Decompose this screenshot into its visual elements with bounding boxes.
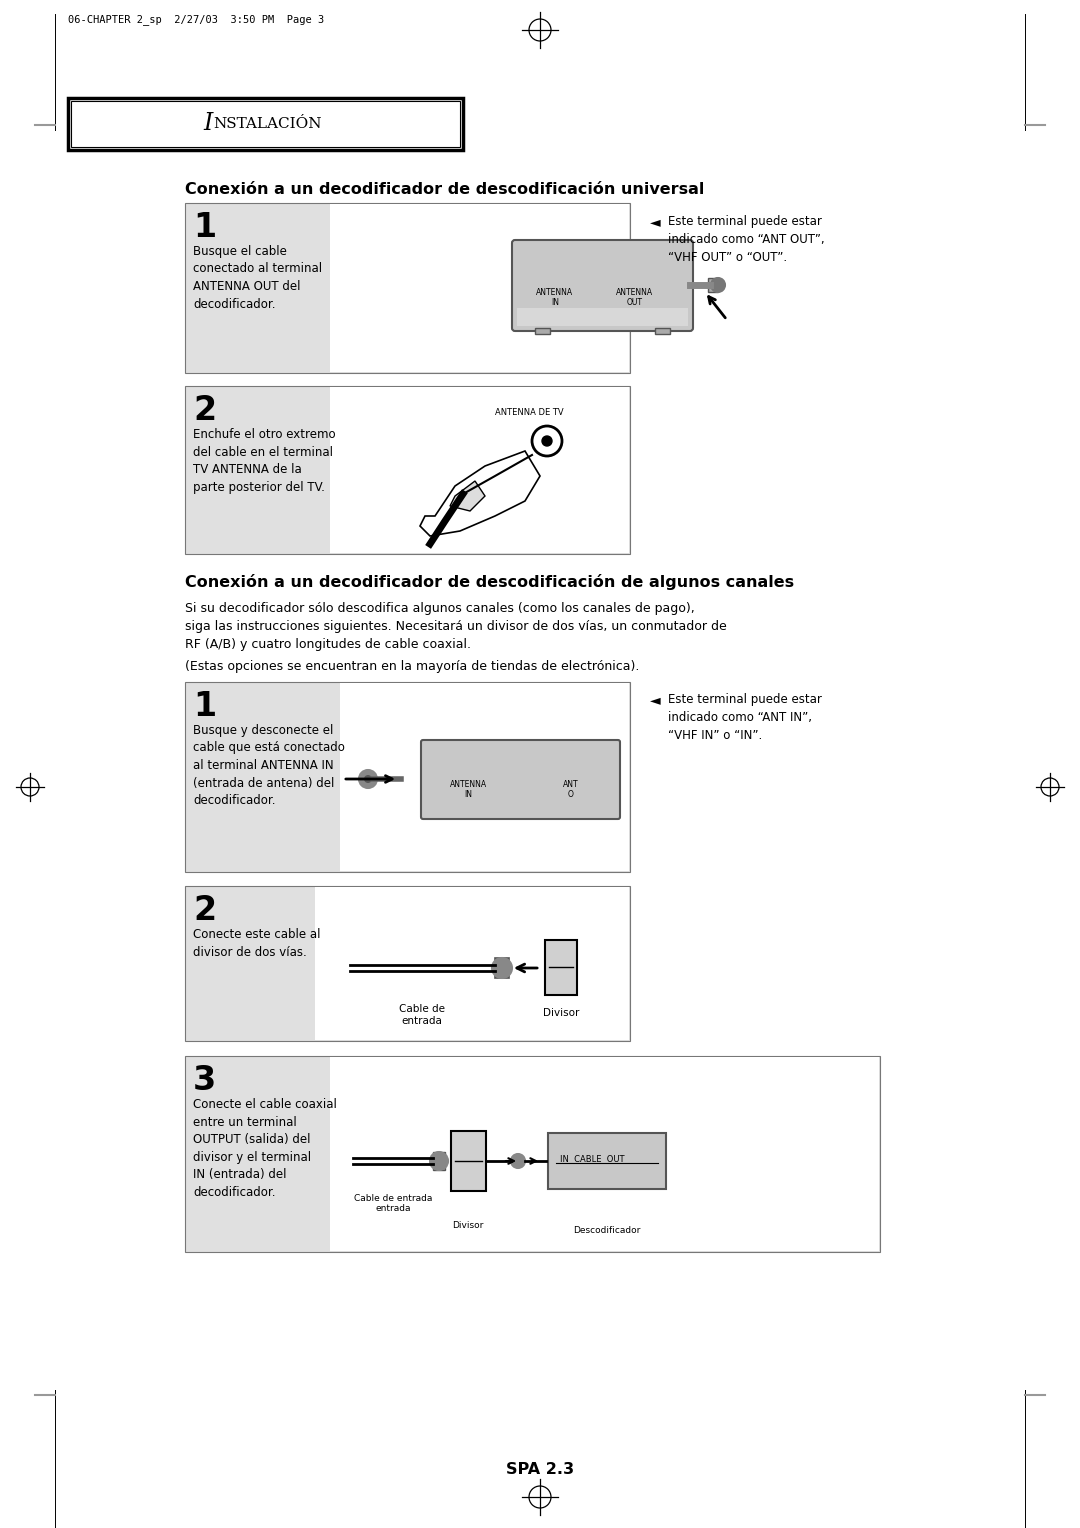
Text: (Estas opciones se encuentran en la mayoría de tiendas de electrónica).: (Estas opciones se encuentran en la mayo…	[185, 660, 639, 672]
FancyBboxPatch shape	[548, 1132, 666, 1189]
Text: Este terminal puede estar
indicado como “ANT IN”,
“VHF IN” o “IN”.: Este terminal puede estar indicado como …	[669, 694, 822, 743]
FancyBboxPatch shape	[185, 886, 630, 1041]
Text: 1: 1	[193, 691, 216, 723]
Text: Divisor: Divisor	[543, 1008, 579, 1018]
FancyBboxPatch shape	[185, 387, 630, 555]
FancyBboxPatch shape	[330, 1057, 879, 1251]
Text: Este terminal puede estar
indicado como “ANT OUT”,
“VHF OUT” o “OUT”.: Este terminal puede estar indicado como …	[669, 215, 825, 264]
FancyBboxPatch shape	[185, 203, 630, 373]
Text: Divisor: Divisor	[453, 1221, 484, 1230]
Polygon shape	[450, 481, 485, 510]
Text: Busque el cable
conectado al terminal
ANTENNA OUT del
decodificador.: Busque el cable conectado al terminal AN…	[193, 244, 322, 310]
FancyBboxPatch shape	[535, 329, 550, 335]
Circle shape	[364, 775, 372, 782]
Circle shape	[430, 1152, 448, 1170]
Text: ANTENNA DE TV: ANTENNA DE TV	[495, 408, 564, 417]
Text: Cable de entrada
entrada: Cable de entrada entrada	[354, 1193, 432, 1213]
FancyBboxPatch shape	[68, 98, 463, 150]
Polygon shape	[420, 451, 540, 536]
Text: Descodificador: Descodificador	[573, 1225, 640, 1235]
FancyBboxPatch shape	[495, 958, 509, 978]
FancyBboxPatch shape	[330, 205, 629, 371]
Circle shape	[492, 958, 512, 978]
Text: 2: 2	[193, 394, 216, 426]
Circle shape	[511, 1154, 525, 1167]
FancyBboxPatch shape	[433, 1152, 445, 1170]
Text: RF (A/B) y cuatro longitudes de cable coaxial.: RF (A/B) y cuatro longitudes de cable co…	[185, 639, 471, 651]
Text: siga las instrucciones siguientes. Necesitará un divisor de dos vías, un conmuta: siga las instrucciones siguientes. Neces…	[185, 620, 727, 633]
FancyBboxPatch shape	[71, 101, 460, 147]
FancyBboxPatch shape	[421, 740, 620, 819]
FancyBboxPatch shape	[185, 681, 630, 872]
FancyBboxPatch shape	[545, 940, 577, 995]
Text: ANTENNA
IN: ANTENNA IN	[449, 779, 487, 799]
FancyBboxPatch shape	[654, 329, 670, 335]
Circle shape	[711, 278, 725, 292]
Text: ◄: ◄	[650, 215, 661, 229]
Text: Conecte este cable al
divisor de dos vías.: Conecte este cable al divisor de dos vía…	[193, 927, 321, 958]
Circle shape	[359, 770, 377, 788]
Text: Cable de
entrada: Cable de entrada	[399, 1004, 445, 1027]
Text: 2: 2	[193, 894, 216, 927]
FancyBboxPatch shape	[185, 1056, 880, 1251]
Text: I: I	[204, 113, 213, 136]
Text: Enchufe el otro extremo
del cable en el terminal
TV ANTENNA de la
parte posterio: Enchufe el otro extremo del cable en el …	[193, 428, 336, 494]
Text: Busque y desconecte el
cable que está conectado
al terminal ANTENNA IN
(entrada : Busque y desconecte el cable que está co…	[193, 724, 345, 807]
Text: Conexión a un decodificador de descodificación de algunos canales: Conexión a un decodificador de descodifi…	[185, 575, 794, 590]
FancyBboxPatch shape	[517, 309, 688, 325]
Text: IN  CABLE  OUT: IN CABLE OUT	[561, 1155, 624, 1164]
FancyBboxPatch shape	[708, 278, 718, 292]
Text: 1: 1	[193, 211, 216, 244]
Text: ANT
O: ANT O	[563, 779, 579, 799]
FancyBboxPatch shape	[451, 1131, 486, 1190]
Text: ANTENNA
OUT: ANTENNA OUT	[617, 287, 653, 307]
Text: ANTENNA
IN: ANTENNA IN	[537, 287, 573, 307]
FancyBboxPatch shape	[315, 886, 629, 1041]
Text: Conecte el cable coaxial
entre un terminal
OUTPUT (salida) del
divisor y el term: Conecte el cable coaxial entre un termin…	[193, 1099, 337, 1198]
Text: NSTALACIÓN: NSTALACIÓN	[213, 118, 322, 131]
FancyBboxPatch shape	[340, 683, 629, 871]
FancyBboxPatch shape	[512, 240, 693, 332]
FancyBboxPatch shape	[330, 387, 629, 553]
Text: SPA 2.3: SPA 2.3	[505, 1462, 575, 1478]
Text: Conexión a un decodificador de descodificación universal: Conexión a un decodificador de descodifi…	[185, 182, 704, 197]
Text: Si su decodificador sólo descodifica algunos canales (como los canales de pago),: Si su decodificador sólo descodifica alg…	[185, 602, 694, 614]
Text: 06-CHAPTER 2_sp  2/27/03  3:50 PM  Page 3: 06-CHAPTER 2_sp 2/27/03 3:50 PM Page 3	[68, 14, 324, 24]
Text: ◄: ◄	[650, 694, 661, 707]
Text: 3: 3	[193, 1063, 216, 1097]
Circle shape	[542, 435, 552, 446]
